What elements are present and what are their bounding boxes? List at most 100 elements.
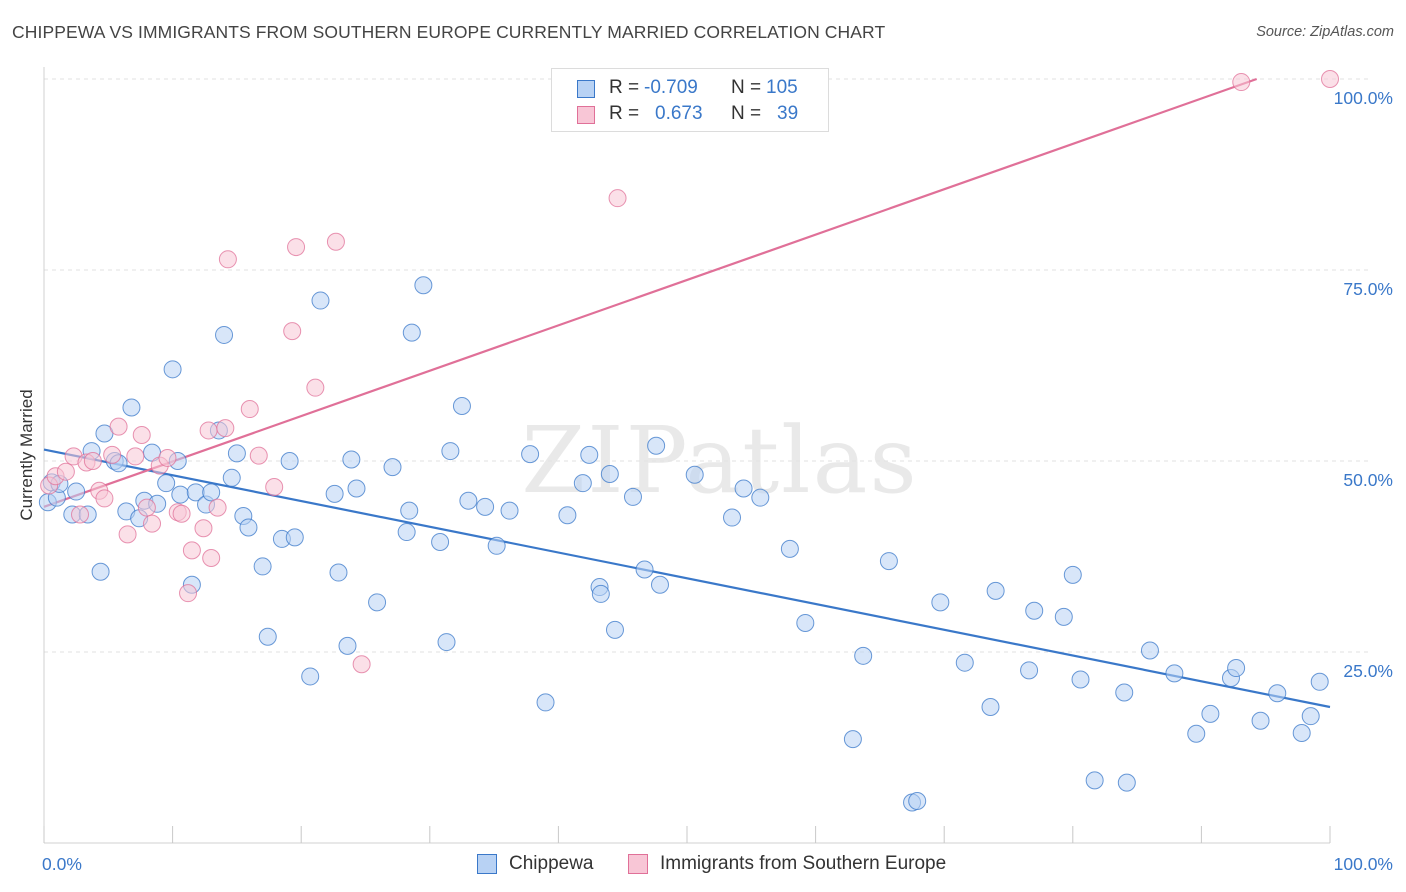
chippewa-point xyxy=(879,552,898,571)
immigrants-point xyxy=(118,525,137,544)
immigrants-point xyxy=(182,541,201,560)
chippewa-point xyxy=(402,323,421,342)
chippewa-point xyxy=(329,563,348,582)
chippewa-point xyxy=(1187,724,1206,743)
chippewa-point xyxy=(239,518,258,537)
chippewa-point xyxy=(431,532,450,551)
chippewa-point xyxy=(342,450,361,469)
chippewa-point xyxy=(734,479,753,498)
chippewa-point xyxy=(67,482,86,501)
chippewa-point xyxy=(476,497,495,516)
chippewa-point xyxy=(723,508,742,527)
immigrants-point xyxy=(216,419,235,438)
immigrants-point xyxy=(306,378,325,397)
immigrants-point xyxy=(608,189,627,208)
chippewa-point xyxy=(908,791,927,810)
chippewa-point xyxy=(452,396,471,415)
chippewa-point xyxy=(414,276,433,295)
chippewa-swatch xyxy=(477,854,497,874)
chippewa-point xyxy=(487,536,506,555)
chippewa-point xyxy=(1140,641,1159,660)
immigrants-point xyxy=(249,446,268,465)
chippewa-point xyxy=(280,452,299,470)
chippewa-point xyxy=(1071,670,1090,689)
chippewa-point xyxy=(338,636,357,655)
x-tick-label: 100.0% xyxy=(1334,854,1393,874)
immigrants-point xyxy=(283,322,302,341)
chippewa-point xyxy=(955,653,974,672)
y-tick-label: 50.0% xyxy=(1343,470,1393,490)
chippewa-point xyxy=(1165,664,1184,683)
chippewa-point xyxy=(981,698,1000,717)
trend-lines xyxy=(43,77,1331,709)
n-label: N = xyxy=(731,77,762,98)
immigrants-point xyxy=(194,519,213,538)
chippewa-point xyxy=(383,458,402,477)
y-tick-label: 75.0% xyxy=(1343,279,1393,299)
chippewa-point xyxy=(573,474,592,493)
immigrants-point xyxy=(1321,70,1339,88)
chippewa-point xyxy=(796,613,815,632)
chippewa-trendline xyxy=(43,448,1331,709)
chippewa-point xyxy=(222,468,241,487)
immigrants-point xyxy=(218,250,237,269)
chippewa-point xyxy=(441,442,460,461)
chippewa-point xyxy=(1085,771,1104,790)
source-label: Source: ZipAtlas.com xyxy=(1256,24,1394,40)
chippewa-point xyxy=(258,627,277,646)
r-value: -0.709 xyxy=(644,77,698,98)
chippewa-point xyxy=(591,584,610,603)
chippewa-point xyxy=(536,693,555,712)
immigrants-swatch xyxy=(577,106,595,124)
chippewa-point xyxy=(843,730,862,749)
chippewa-point xyxy=(1054,607,1073,626)
immigrants-point xyxy=(1232,73,1251,92)
chippewa-point xyxy=(1201,704,1220,723)
chippewa-point xyxy=(285,528,304,547)
immigrants-trendline xyxy=(43,77,1258,508)
chippewa-point xyxy=(1227,659,1246,678)
tick-labels: 25.0% 50.0% 75.0% 100.0% 0.0% 100.0% xyxy=(42,88,1393,874)
chippewa-point xyxy=(780,539,799,558)
chart-title: CHIPPEWA VS IMMIGRANTS FROM SOUTHERN EUR… xyxy=(12,22,886,42)
legend-label: Immigrants from Southern Europe xyxy=(660,853,947,874)
immigrants-point xyxy=(172,504,191,523)
legend-row-chippewa: R = -0.709 N = 105 xyxy=(552,75,828,101)
r-label: R = xyxy=(609,103,640,124)
n-label: N = xyxy=(731,103,762,124)
chippewa-point xyxy=(558,506,577,525)
immigrants-point xyxy=(132,426,151,445)
chippewa-point xyxy=(171,485,190,504)
chippewa-point xyxy=(1268,684,1287,703)
chippewa-swatch xyxy=(577,80,595,98)
chippewa-point xyxy=(301,667,320,686)
y-tick-label: 25.0% xyxy=(1343,661,1393,681)
chippewa-point xyxy=(1292,723,1311,742)
stats-legend: R = -0.709 N = 105 R = 0.673 N = 39 xyxy=(551,68,829,132)
chippewa-point xyxy=(1115,683,1134,702)
axes xyxy=(43,67,1331,844)
immigrants-point xyxy=(95,489,114,508)
immigrants-swatch xyxy=(628,854,648,874)
immigrants-point xyxy=(240,400,259,419)
chippewa-point xyxy=(397,523,416,542)
chippewa-point xyxy=(437,633,456,652)
chippewa-point xyxy=(931,593,950,612)
chippewa-point xyxy=(1020,661,1039,680)
immigrants-point xyxy=(208,498,227,517)
chippewa-point xyxy=(202,483,221,502)
chippewa-point xyxy=(311,291,330,310)
immigrants-point xyxy=(287,238,306,257)
chippewa-point xyxy=(253,557,272,576)
chippewa-point xyxy=(347,479,366,498)
x-tick-label: 0.0% xyxy=(42,854,82,874)
chippewa-points xyxy=(38,276,1329,812)
chippewa-point xyxy=(1301,707,1320,726)
chippewa-point xyxy=(368,593,387,612)
chippewa-point xyxy=(215,325,234,344)
chippewa-point xyxy=(580,445,599,464)
chippewa-point xyxy=(122,398,141,417)
chippewa-point xyxy=(400,501,419,520)
immigrants-point xyxy=(352,655,371,674)
